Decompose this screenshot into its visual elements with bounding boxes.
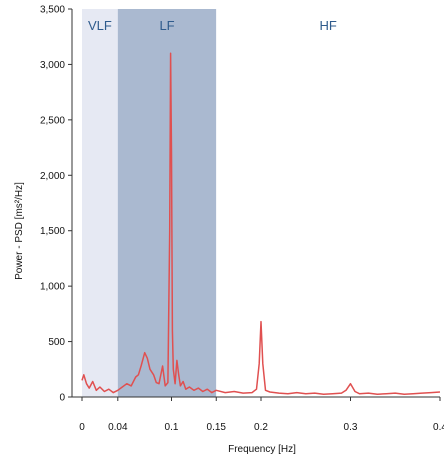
x-tick-label: 0.3 [344,422,358,433]
y-axis-title: Power - PSD [ms²/Hz] [14,182,25,280]
y-tick-label: 1,500 [40,226,65,237]
tick-labels: 0 500 1,000 1,500 2,000 2,500 3,000 3,500 0 0.04 0… [40,5,444,434]
band-label-hf: HF [319,18,336,33]
y-tick-label: 500 [48,337,65,348]
x-tick-label: 0.2 [254,422,268,433]
y-tick-label: 3,500 [40,5,65,16]
x-tick-label: 0.04 [108,422,128,433]
psd-line-0 [81,52,441,395]
y-tick-label: 0 [59,393,65,404]
y-tick-label: 3,000 [40,60,65,71]
y-tick-label: 2,500 [40,115,65,126]
x-tick-label: 0.15 [207,422,227,433]
x-tick-label: 0 [79,422,85,433]
axes [68,8,441,401]
band-label-vlf: VLF [88,18,112,33]
psd-series [81,52,441,395]
band-lf [117,9,217,397]
y-tick-label: 2,000 [40,171,65,182]
x-tick-label: 0.1 [165,422,179,433]
frequency-bands: VLF LF HF [82,9,440,397]
x-axis-title: Frequency [Hz] [228,444,296,455]
x-tick-label: 0.4 [433,422,444,433]
band-hf [216,9,440,397]
band-label-lf: LF [159,18,174,33]
y-tick-label: 1,000 [40,282,65,293]
band-vlf [82,9,118,397]
